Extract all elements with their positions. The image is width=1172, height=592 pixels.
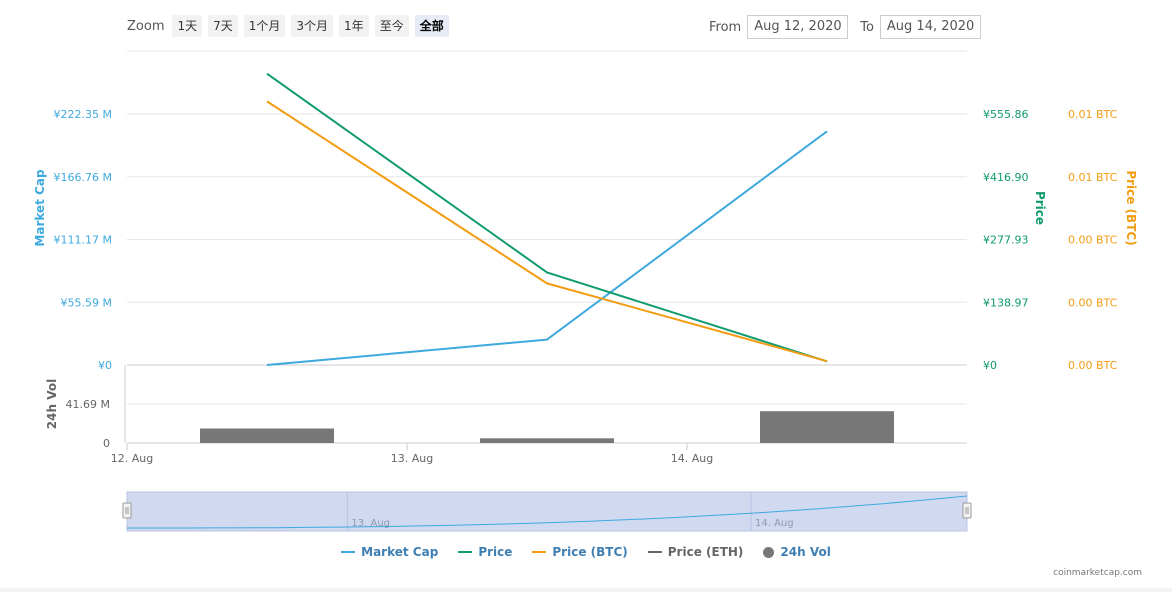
from-date-input[interactable]: Aug 12, 2020: [747, 15, 849, 39]
volume-bar: [200, 428, 334, 443]
legend-24h-vol[interactable]: 24h Vol: [763, 545, 831, 559]
x-tick-label: 13. Aug: [391, 452, 433, 465]
legend-price-eth-swatch: [647, 551, 662, 553]
legend-market-cap-swatch: [341, 551, 356, 553]
price-btc-axis-title: Price (BTC): [1124, 170, 1138, 245]
zoom-1y-button[interactable]: 1年: [339, 15, 369, 37]
navigator-mask: [126, 491, 968, 532]
volume-tick-label: 0: [103, 437, 110, 450]
price-tick-label: ¥277.93: [983, 234, 1029, 247]
zoom-1d-button[interactable]: 1天: [172, 15, 203, 37]
navigator-series-line: [127, 495, 968, 529]
legend-market-cap[interactable]: Market Cap: [341, 545, 438, 559]
volume-bar: [480, 438, 614, 443]
from-label: From: [709, 19, 742, 35]
navigator-right-handle[interactable]: [962, 502, 972, 519]
legend-price-btc-swatch: [532, 551, 547, 553]
legend-price-btc-label: Price (BTC): [552, 545, 628, 559]
price-btc-tick-label: 0.00 BTC: [1068, 296, 1118, 309]
x-tick-label: 12. Aug: [111, 452, 153, 465]
zoom-ytd-button[interactable]: 至今: [374, 15, 409, 37]
market-cap-axis-title: Market Cap: [33, 169, 47, 247]
series-lines: [266, 72, 828, 366]
price-axis-title: Price: [1033, 191, 1047, 225]
volume-axis-title: 24h Vol: [45, 379, 59, 429]
legend-24h-vol-label: 24h Vol: [780, 545, 831, 559]
zoom-7d-button[interactable]: 7天: [208, 15, 238, 37]
zoom-3m-button[interactable]: 3个月: [291, 15, 334, 37]
zoom-label: Zoom: [127, 18, 165, 34]
navigator-left-handle[interactable]: [122, 502, 132, 519]
series-line-price-btc: [266, 100, 828, 363]
zoom-bar: Zoom 1天 7天 1个月 3个月 1年 至今 全部: [127, 15, 455, 37]
to-date-input[interactable]: Aug 14, 2020: [879, 15, 981, 39]
axis-labels: ¥0 ¥0 0.00 BTC ¥55.59 M ¥138.97 0.00 BTC ¥111.…: [33, 108, 1138, 465]
series-line-price: [266, 72, 828, 363]
legend-price-label: Price: [478, 545, 513, 559]
volume-bar: [760, 411, 894, 443]
legend-24h-vol-swatch: [763, 546, 775, 558]
to-label: To: [860, 19, 874, 35]
price-btc-tick-label: 0.00 BTC: [1068, 359, 1118, 372]
price-tick-label: ¥416.90: [983, 171, 1029, 184]
navigator-tick-label: 13. Aug: [351, 518, 390, 529]
navigator-tick-label: 14. Aug: [755, 518, 794, 529]
price-tick-label: ¥555.86: [983, 108, 1029, 121]
volume-bars: [200, 411, 894, 443]
legend-price[interactable]: Price: [458, 545, 512, 559]
legend-price-eth-label: Price (ETH): [667, 545, 744, 559]
legend-price-swatch: [458, 551, 473, 553]
price-btc-tick-label: 0.01 BTC: [1068, 108, 1118, 121]
price-btc-tick-label: 0.01 BTC: [1068, 171, 1118, 184]
market-cap-tick-label: ¥166.76 M: [54, 171, 112, 184]
x-tick-label: 14. Aug: [671, 452, 713, 465]
gridlines: [124, 50, 967, 450]
date-range: From Aug 12, 2020 To Aug 14, 2020: [709, 15, 993, 39]
legend: Market Cap Price Price (BTC) Price (ETH)…: [0, 545, 1172, 559]
market-cap-tick-label: ¥0: [98, 359, 112, 372]
price-tick-label: ¥138.97: [983, 296, 1029, 309]
legend-market-cap-label: Market Cap: [361, 545, 439, 559]
credits[interactable]: coinmarketcap.com: [1053, 568, 1142, 578]
market-cap-tick-label: ¥55.59 M: [61, 296, 112, 309]
legend-price-btc[interactable]: Price (BTC): [532, 545, 628, 559]
legend-price-eth[interactable]: Price (ETH): [647, 545, 744, 559]
series-line-market-cap: [266, 130, 828, 366]
volume-tick-label: 41.69 M: [66, 398, 110, 411]
market-cap-tick-label: ¥111.17 M: [54, 234, 112, 247]
price-tick-label: ¥0: [983, 359, 997, 372]
zoom-1m-button[interactable]: 1个月: [243, 15, 286, 37]
zoom-all-button[interactable]: 全部: [414, 15, 449, 37]
navigator[interactable]: 13. Aug 14. Aug: [122, 491, 972, 532]
footer-strip: [0, 588, 1172, 592]
price-btc-tick-label: 0.00 BTC: [1068, 234, 1118, 247]
market-cap-tick-label: ¥222.35 M: [54, 108, 112, 121]
